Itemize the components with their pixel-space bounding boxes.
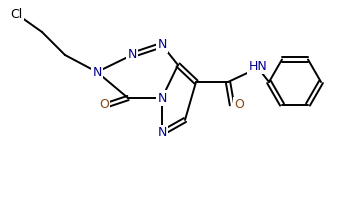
Text: HN: HN [248,60,267,72]
Text: O: O [234,98,244,112]
Text: N: N [157,92,167,104]
Text: Cl: Cl [10,8,22,21]
Text: N: N [157,38,167,51]
Text: N: N [127,48,137,62]
Text: N: N [92,66,102,78]
Text: N: N [157,127,167,140]
Text: O: O [99,98,109,112]
